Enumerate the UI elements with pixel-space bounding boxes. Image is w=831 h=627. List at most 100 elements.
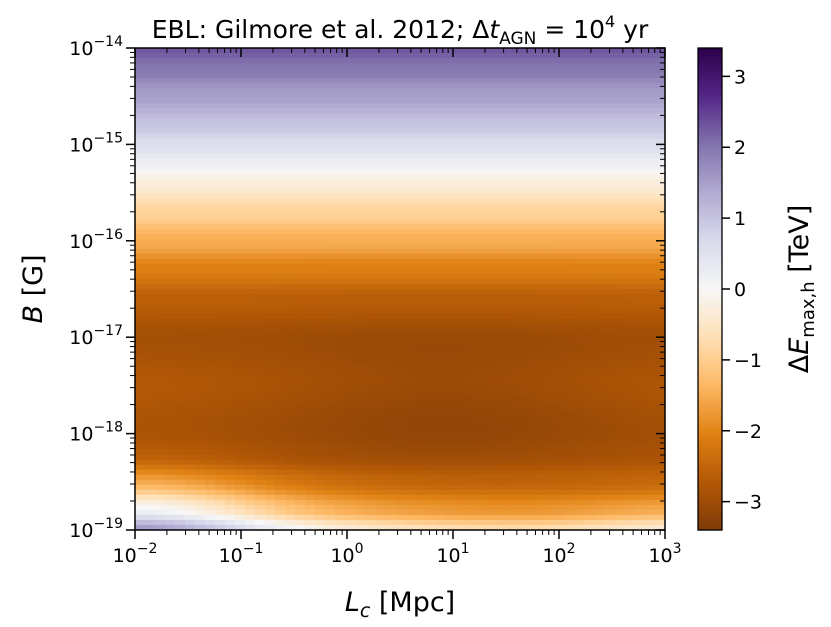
- heatmap-cell: [405, 183, 416, 190]
- heatmap-cell: [275, 163, 286, 170]
- heatmap-cell: [265, 479, 276, 486]
- heatmap-cell: [205, 138, 216, 144]
- heatmap-cell: [235, 399, 246, 406]
- heatmap-cell: [535, 98, 546, 104]
- heatmap-cell: [555, 258, 566, 265]
- heatmap-cell: [635, 73, 646, 79]
- heatmap-cell: [485, 359, 496, 365]
- heatmap-cell: [275, 309, 286, 315]
- heatmap-cell: [285, 289, 296, 295]
- heatmap-cell: [165, 238, 176, 245]
- heatmap-cell: [595, 228, 606, 235]
- heatmap-cell: [365, 198, 376, 205]
- chart-title: EBL: Gilmore et al. 2012; ΔtAGN = 104 yr: [152, 12, 649, 49]
- heatmap-cell: [295, 299, 306, 305]
- heatmap-cell: [275, 143, 286, 150]
- heatmap-cell: [245, 299, 256, 305]
- heatmap-cell: [595, 243, 606, 250]
- heatmap-cell: [265, 218, 276, 225]
- heatmap-cell: [565, 304, 576, 310]
- heatmap-cell: [515, 399, 526, 406]
- heatmap-cell: [505, 48, 516, 54]
- heatmap-cell: [275, 344, 286, 350]
- heatmap-cell: [245, 309, 256, 315]
- heatmap-cell: [605, 344, 616, 350]
- heatmap-cell: [525, 299, 536, 305]
- heatmap-cell: [345, 389, 356, 396]
- heatmap-cell: [385, 73, 396, 79]
- heatmap-cell: [545, 299, 556, 305]
- heatmap-cell: [195, 479, 206, 486]
- heatmap-cell: [595, 374, 606, 380]
- heatmap-cell: [395, 379, 406, 385]
- heatmap-cell: [405, 253, 416, 260]
- heatmap-cell: [335, 434, 346, 441]
- heatmap-cell: [195, 53, 206, 59]
- heatmap-cell: [255, 93, 266, 99]
- heatmap-cell: [435, 334, 446, 340]
- heatmap-cell: [425, 53, 436, 59]
- heatmap-cell: [215, 394, 226, 401]
- heatmap-cell: [435, 429, 446, 436]
- heatmap-cell: [575, 429, 586, 436]
- heatmap-cell: [585, 369, 596, 375]
- heatmap-cell: [635, 63, 646, 69]
- heatmap-cell: [645, 344, 656, 350]
- heatmap-cell: [595, 68, 606, 74]
- heatmap-cell: [305, 469, 316, 476]
- heatmap-cell: [285, 208, 296, 215]
- heatmap-cell: [215, 314, 226, 320]
- heatmap-cell: [245, 128, 256, 134]
- heatmap-cell: [545, 404, 556, 411]
- heatmap-cell: [335, 233, 346, 240]
- heatmap-cell: [535, 379, 546, 385]
- heatmap-cell: [285, 198, 296, 205]
- heatmap-cell: [515, 334, 526, 340]
- heatmap-cell: [405, 479, 416, 486]
- heatmap-cell: [555, 83, 566, 89]
- heatmap-cell: [635, 273, 646, 280]
- heatmap-cell: [355, 228, 366, 235]
- heatmap-cell: [605, 198, 616, 205]
- heatmap-cell: [395, 128, 406, 134]
- heatmap-cell: [625, 113, 636, 119]
- heatmap-cell: [225, 273, 236, 280]
- heatmap-cell: [385, 469, 396, 476]
- heatmap-cell: [475, 484, 486, 491]
- heatmap-cell: [175, 218, 186, 225]
- heatmap-cell: [185, 414, 196, 421]
- heatmap-cell: [235, 289, 246, 295]
- heatmap-cell: [585, 389, 596, 396]
- heatmap-cell: [185, 58, 196, 64]
- heatmap-cell: [265, 243, 276, 250]
- heatmap-cell: [265, 329, 276, 335]
- heatmap-cell: [635, 319, 646, 325]
- heatmap-cell: [245, 178, 256, 185]
- heatmap-cell: [185, 299, 196, 305]
- heatmap-cell: [135, 228, 146, 235]
- heatmap-cell: [505, 489, 516, 496]
- heatmap-cell: [205, 439, 216, 446]
- heatmap-cell: [335, 349, 346, 355]
- heatmap-cell: [345, 329, 356, 335]
- heatmap-cell: [335, 394, 346, 401]
- heatmap-cell: [375, 108, 386, 114]
- heatmap-cell: [195, 68, 206, 74]
- heatmap-cell: [435, 73, 446, 79]
- heatmap-cell: [475, 504, 486, 511]
- heatmap-cell: [175, 504, 186, 511]
- heatmap-cell: [225, 168, 236, 175]
- heatmap-cell: [575, 213, 586, 220]
- heatmap-cell: [135, 494, 146, 501]
- heatmap-cell: [465, 324, 476, 330]
- heatmap-cell: [145, 248, 156, 255]
- heatmap-cell: [135, 223, 146, 230]
- heatmap-cell: [545, 283, 556, 290]
- heatmap-cell: [145, 479, 156, 486]
- heatmap-cell: [575, 439, 586, 446]
- heatmap-cell: [565, 248, 576, 255]
- heatmap-cell: [355, 158, 366, 165]
- heatmap-cell: [235, 268, 246, 275]
- heatmap-cell: [165, 474, 176, 481]
- heatmap-cell: [395, 454, 406, 461]
